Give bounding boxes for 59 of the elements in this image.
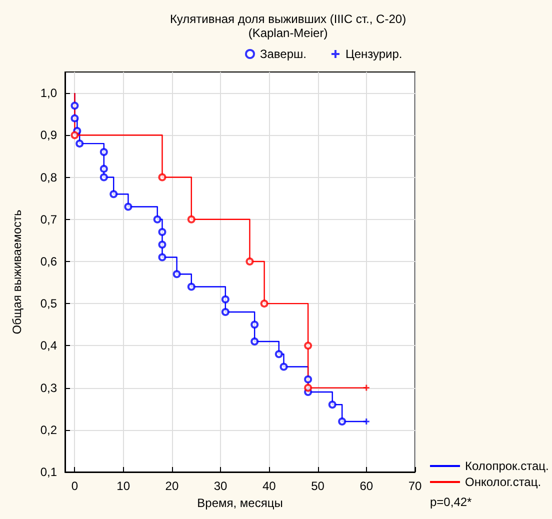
x-axis-title: Время, месяцы	[197, 496, 283, 510]
chart-subtitle: (Kaplan-Meier)	[248, 26, 328, 40]
point	[70, 114, 79, 122]
x-tick-label: 50	[311, 479, 325, 493]
point	[304, 384, 312, 392]
point	[70, 131, 79, 140]
point	[153, 215, 162, 224]
point	[100, 148, 108, 156]
point	[250, 320, 259, 329]
x-tick-label: 40	[262, 479, 276, 493]
point	[328, 400, 336, 409]
y-tick-label: 0,3	[40, 380, 58, 395]
point	[246, 257, 254, 266]
point	[250, 337, 259, 346]
point	[363, 418, 370, 424]
y-tick-label: 0,7	[40, 212, 58, 226]
y-tick-label: 0,5	[40, 296, 58, 311]
y-tick-label: 0,8	[40, 170, 58, 184]
legend-label: Заверш.	[260, 47, 306, 61]
point	[158, 173, 166, 182]
point	[363, 384, 370, 391]
point	[280, 362, 288, 371]
y-tick-label: 1,0	[40, 86, 58, 100]
point	[100, 173, 108, 182]
point	[221, 308, 230, 316]
point	[338, 417, 346, 426]
text: p=0,42*	[430, 495, 472, 509]
point	[158, 228, 166, 236]
y-tick-label: 0,2	[40, 422, 58, 437]
point	[76, 140, 84, 148]
point	[304, 342, 312, 350]
point	[260, 300, 268, 308]
legend-label: Онколог.стац.	[465, 475, 542, 489]
point	[70, 102, 79, 110]
point	[172, 270, 181, 278]
point	[158, 240, 166, 249]
point	[100, 164, 108, 173]
chart-title: Кулятивная доля выживших (IIIC ст., C-20)	[170, 12, 406, 26]
legend-label: Колопрок.стац.	[465, 459, 549, 473]
y-tick-label: 0,9	[40, 128, 58, 142]
x-tick-label: 70	[408, 479, 422, 493]
point	[187, 282, 196, 291]
point	[221, 295, 230, 304]
point	[187, 215, 196, 224]
legend-label: Цензурир.	[345, 47, 402, 61]
x-tick-label: 10	[116, 479, 130, 493]
x-tick-label: 20	[165, 479, 179, 493]
x-tick-label: 0	[71, 479, 78, 493]
x-tick-label: 30	[214, 479, 228, 493]
y-axis-title: Общая выживаемость	[10, 210, 24, 334]
point	[274, 350, 283, 358]
y-tick-label: 0,6	[40, 254, 58, 268]
point	[110, 190, 118, 198]
x-tick-label: 60	[360, 479, 374, 493]
point	[158, 253, 166, 262]
y-tick-label: 0,1	[40, 465, 58, 479]
point	[304, 375, 312, 384]
point	[124, 202, 132, 211]
y-tick-label: 0,4	[40, 338, 58, 353]
